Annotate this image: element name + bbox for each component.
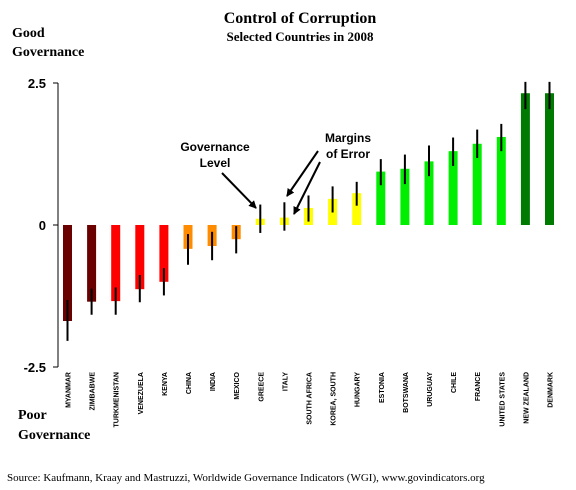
bar [111,225,121,302]
bar [545,93,554,225]
bar [135,225,145,290]
bar [87,225,97,302]
x-tick-label: ITALY [282,372,289,391]
x-axis-labels: MYANMAR ZIMBABWE TURKMENISTAN VENEZUELA KENY… [66,371,555,427]
margins-of-error-arrow-lower [293,161,321,215]
x-tick-label: TURKMENISTAN [114,372,121,427]
x-tick-label: CHINA [186,372,193,394]
margins-of-error-annotation-line1: Margins [325,131,371,145]
margins-of-error-annotation: Margins of Error [286,131,371,215]
x-tick-label: MYANMAR [66,372,73,408]
bar [448,151,458,225]
x-tick-label: BOTSWANA [403,372,410,413]
chart-subtitle: Selected Countries in 2008 [227,29,374,44]
bar [159,225,169,282]
bar [400,168,410,225]
x-tick-label: HUNGARY [355,372,362,407]
x-tick-label: DENMARK [548,372,555,408]
x-tick-label: NEW ZEALAND [523,372,530,424]
bar [376,171,386,225]
bar [472,143,482,225]
x-tick-label: CHILE [451,372,458,393]
x-tick-label: FRANCE [475,372,482,401]
x-tick-label: KENYA [162,372,169,396]
good-governance-label-line1: Good [12,26,45,41]
poor-governance-label-line2: Governance [18,428,90,443]
source-note: Source: Kaufmann, Kraay and Mastruzzi, W… [7,472,485,484]
x-tick-label: GREECE [258,372,265,402]
y-tick-label: 0 [39,218,46,233]
y-axis: 2.5 0 -2.5 [24,76,59,375]
chart-title: Control of Corruption [224,10,377,27]
x-tick-label: VENEZUELA [138,372,145,414]
margins-of-error-annotation-line2: of Error [326,147,370,161]
x-tick-label: KOREA, SOUTH [331,372,338,426]
bars [63,81,554,341]
good-governance-label-line2: Governance [12,45,84,60]
governance-level-annotation-line1: Governance [180,140,250,154]
x-tick-label: UNITED STATES [499,372,506,427]
bar [63,225,72,321]
bar [424,161,434,225]
x-tick-label: ESTONIA [379,372,386,403]
bar [520,93,530,225]
governance-level-arrow [221,172,257,209]
governance-level-annotation-line2: Level [200,156,231,170]
poor-governance-label-line1: Poor [18,408,47,423]
x-tick-label: ZIMBABWE [90,372,97,411]
x-tick-label: INDIA [210,372,217,391]
bar [496,136,506,225]
governance-level-annotation: Governance Level [180,140,257,209]
y-tick-label: 2.5 [28,76,46,91]
margins-of-error-arrow-upper [286,150,319,197]
bar [352,193,362,225]
x-tick-label: URUGUAY [427,372,434,407]
y-tick-label: -2.5 [24,360,46,375]
x-tick-label: MEXICO [234,371,241,399]
x-tick-label: SOUTH AFRICA [307,372,314,425]
